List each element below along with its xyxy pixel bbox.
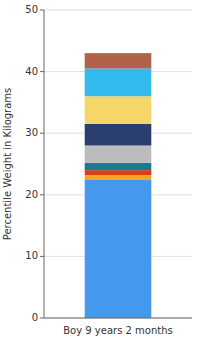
- bar-segment: [85, 179, 152, 318]
- x-axis-line: [44, 318, 192, 319]
- grid: [44, 10, 192, 318]
- chart-svg: 0 10 20 30 40 50 Boy 9 years 2 months Percentil…: [0, 0, 200, 350]
- y-tick-label: 40: [25, 66, 38, 77]
- y-tick: [40, 318, 44, 319]
- bars: [85, 53, 152, 318]
- y-tick-label: 0: [32, 312, 38, 323]
- y-tick-label: 30: [25, 127, 38, 138]
- y-tick: [40, 194, 44, 195]
- grid-line: [44, 318, 192, 319]
- y-tick-label: 10: [25, 250, 38, 261]
- bar-segment: [85, 170, 152, 175]
- chart-container: 0 10 20 30 40 50 Boy 9 years 2 months Percentil…: [0, 0, 200, 350]
- bar-segment: [85, 175, 152, 179]
- grid-line: [44, 10, 192, 11]
- y-axis-label: Percentile Weight in Kilograms: [2, 88, 13, 241]
- bar-segment: [85, 146, 152, 163]
- y-tick: [40, 256, 44, 257]
- y-axis-line: [44, 10, 45, 318]
- y-tick: [40, 133, 44, 134]
- bar-segment: [85, 96, 152, 124]
- bar-segment: [85, 53, 152, 68]
- y-tick: [40, 10, 44, 11]
- y-tick: [40, 71, 44, 72]
- y-tick-label: 50: [25, 4, 38, 15]
- x-tick-label: Boy 9 years 2 months: [63, 325, 173, 336]
- bar-segment: [85, 124, 152, 146]
- y-tick-label: 20: [25, 189, 38, 200]
- bar-segment: [85, 69, 152, 97]
- bar-segment: [85, 163, 152, 170]
